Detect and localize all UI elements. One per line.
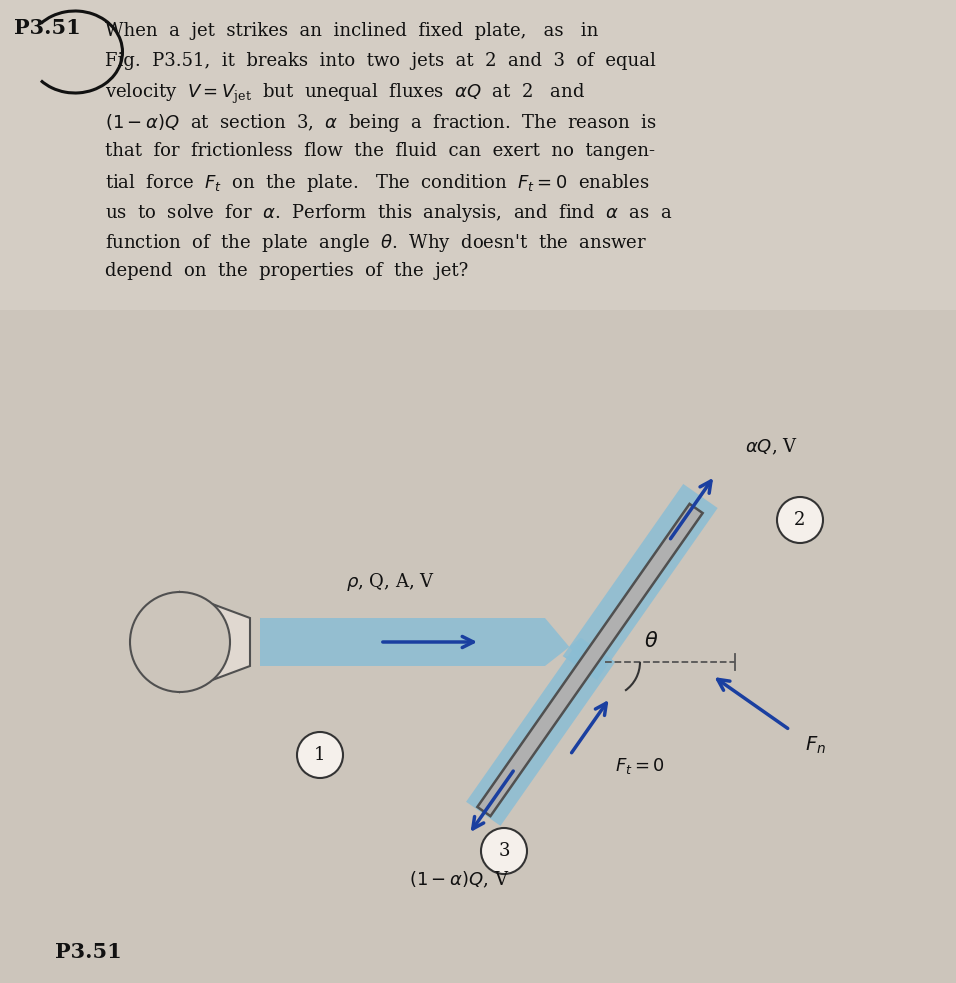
FancyBboxPatch shape xyxy=(0,0,956,310)
Text: P3.51: P3.51 xyxy=(55,942,121,962)
Circle shape xyxy=(297,732,343,778)
Polygon shape xyxy=(477,504,703,816)
Text: depend  on  the  properties  of  the  jet?: depend on the properties of the jet? xyxy=(105,262,468,280)
Text: $\alpha Q$, V: $\alpha Q$, V xyxy=(745,437,797,457)
Circle shape xyxy=(481,828,527,874)
Text: that  for  frictionless  flow  the  fluid  can  exert  no  tangen-: that for frictionless flow the fluid can… xyxy=(105,142,655,160)
Text: $(1-\alpha)Q$, V: $(1-\alpha)Q$, V xyxy=(409,869,510,890)
Text: 1: 1 xyxy=(315,746,326,764)
Polygon shape xyxy=(563,484,718,680)
Text: us  to  solve  for  $\alpha$.  Perform  this  analysis,  and  find  $\alpha$  as: us to solve for $\alpha$. Perform this a… xyxy=(105,202,672,224)
Text: Fig.  P3.51,  it  breaks  into  two  jets  at  2  and  3  of  equal: Fig. P3.51, it breaks into two jets at 2… xyxy=(105,52,656,70)
Polygon shape xyxy=(260,618,545,666)
Text: P3.51: P3.51 xyxy=(14,18,80,38)
Text: tial  force  $F_t$  on  the  plate.   The  condition  $F_t = 0$  enables: tial force $F_t$ on the plate. The condi… xyxy=(105,172,649,194)
Text: $F_t = 0$: $F_t = 0$ xyxy=(615,756,665,777)
Text: $F_n$: $F_n$ xyxy=(805,735,826,756)
Polygon shape xyxy=(467,638,616,826)
Text: 2: 2 xyxy=(794,511,806,529)
Polygon shape xyxy=(180,592,250,692)
Polygon shape xyxy=(545,618,616,680)
Text: function  of  the  plate  angle  $\theta$.  Why  doesn't  the  answer: function of the plate angle $\theta$. Wh… xyxy=(105,232,647,254)
Text: $\theta$: $\theta$ xyxy=(643,631,659,651)
Text: $\rho$, Q, A, V: $\rho$, Q, A, V xyxy=(346,571,434,593)
Text: When  a  jet  strikes  an  inclined  fixed  plate,   as   in: When a jet strikes an inclined fixed pla… xyxy=(105,22,598,40)
Text: 3: 3 xyxy=(498,842,510,860)
Circle shape xyxy=(130,592,230,692)
Circle shape xyxy=(777,497,823,543)
Text: $(1 - \alpha)Q$  at  section  3,  $\alpha$  being  a  fraction.  The  reason  is: $(1 - \alpha)Q$ at section 3, $\alpha$ b… xyxy=(105,112,657,134)
Text: velocity  $V = V_{\mathregular{jet}}$  but  unequal  fluxes  $\alpha Q$  at  2  : velocity $V = V_{\mathregular{jet}}$ but… xyxy=(105,82,585,106)
